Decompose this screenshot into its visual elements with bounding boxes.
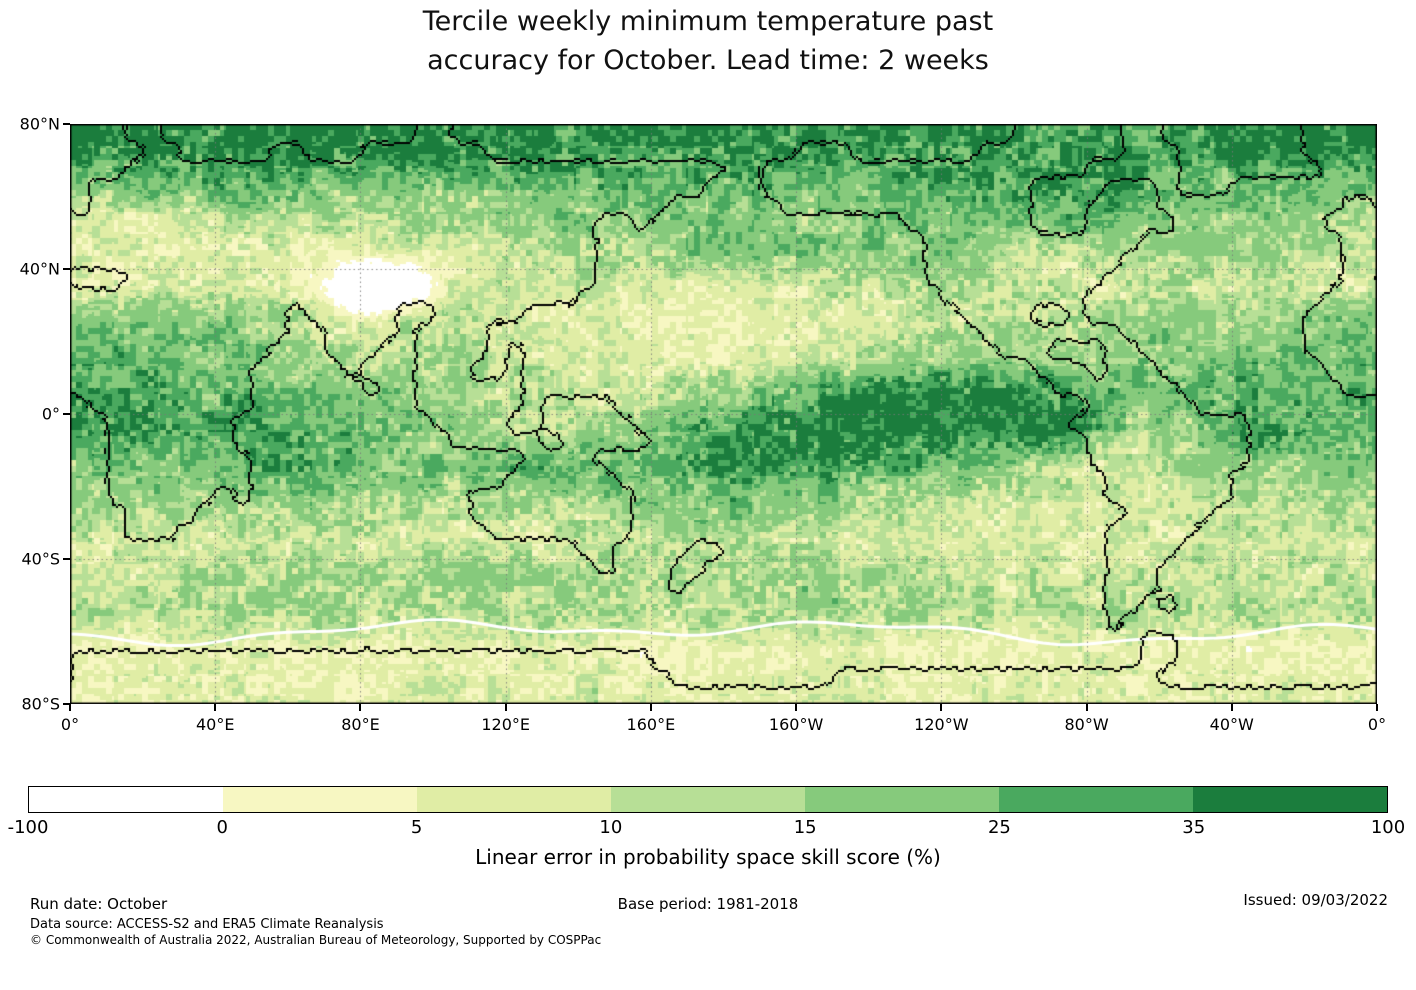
figure-title-line2: accuracy for October. Lead time: 2 weeks	[427, 45, 989, 76]
lon-tick-label: 80°W	[1064, 715, 1109, 734]
colorbar-segment	[29, 787, 223, 812]
colorbar-tick-label: 0	[216, 817, 229, 838]
colorbar-tick-label: 5	[410, 817, 423, 838]
world-heatmap-canvas	[70, 124, 1377, 704]
colorbar-segment	[611, 787, 805, 812]
lon-tick-mark	[1085, 704, 1088, 711]
colorbar: -100 0 5 10 15 25 35 100	[8, 786, 1405, 838]
colorbar-tick-labels: -100 0 5 10 15 25 35 100	[8, 817, 1406, 839]
lat-tick-mark	[63, 558, 70, 560]
colorbar-segment	[1193, 787, 1387, 812]
lon-tick-mark	[649, 704, 652, 711]
colorbar-tick-label: 35	[1182, 817, 1206, 838]
lat-tick-label: 80°N	[19, 114, 60, 134]
lon-tick-mark	[214, 704, 217, 711]
longitude-axis: 0° 40°E 80°E 120°E 160°E 160°W 120°W 80°W 40°W 0°	[61, 715, 1386, 737]
lon-tick-mark	[1376, 704, 1378, 711]
lon-tick-label: 160°W	[768, 715, 824, 734]
lon-tick-label: 40°W	[1209, 715, 1254, 734]
lon-tick-label: 0°	[1367, 715, 1387, 734]
latitude-axis: 80°N 40°N 0° 40°S 80°S	[0, 115, 60, 714]
issued-date-text: Issued: 09/03/2022	[1243, 891, 1388, 909]
figure-title-line1: Tercile weekly minimum temperature past	[422, 6, 994, 37]
colorbar-title: Linear error in probability space skill …	[475, 845, 941, 869]
colorbar-tick-label: 10	[599, 817, 623, 838]
lon-tick-label: 80°E	[341, 715, 380, 734]
colorbar-tick-label: 100	[1370, 817, 1406, 838]
lat-tick-label: 80°S	[21, 694, 60, 714]
colorbar-tick-label: 25	[987, 817, 1011, 838]
lon-tick-label: 120°E	[481, 715, 530, 734]
lon-tick-label: 160°E	[626, 715, 676, 734]
lat-tick-label: 40°S	[21, 549, 60, 569]
lat-tick-label: 0°	[41, 404, 60, 424]
colorbar-segment	[805, 787, 999, 812]
lon-tick-mark	[504, 704, 507, 711]
colorbar-segment	[999, 787, 1193, 812]
lat-tick-label: 40°N	[19, 259, 60, 279]
lon-tick-mark	[940, 704, 943, 711]
colorbar-tick-label: -100	[7, 817, 49, 838]
lon-tick-mark	[795, 704, 798, 711]
base-period-text: Base period: 1981-2018	[617, 895, 799, 913]
colorbar-swatches	[28, 786, 1388, 813]
lon-tick-mark	[69, 704, 71, 711]
lat-tick-mark	[63, 123, 70, 125]
colorbar-segment	[417, 787, 611, 812]
lat-tick-mark	[63, 268, 70, 270]
copyright-text: © Commonwealth of Australia 2022, Austra…	[30, 933, 602, 947]
map-plot-area	[63, 123, 1378, 711]
lat-tick-mark	[63, 413, 70, 415]
lon-tick-mark	[1230, 704, 1233, 711]
figure-title: Tercile weekly minimum temperature past …	[0, 2, 1416, 80]
lon-tick-label: 40°E	[195, 715, 235, 734]
data-source-text: Data source: ACCESS-S2 and ERA5 Climate …	[30, 917, 384, 932]
lon-tick-label: 0°	[60, 715, 80, 734]
lon-tick-label: 120°W	[914, 715, 969, 734]
lat-tick-mark	[63, 703, 70, 705]
colorbar-segment	[223, 787, 417, 812]
run-date-text: Run date: October	[30, 895, 168, 913]
colorbar-tick-label: 15	[793, 817, 817, 838]
lon-tick-mark	[359, 704, 362, 711]
